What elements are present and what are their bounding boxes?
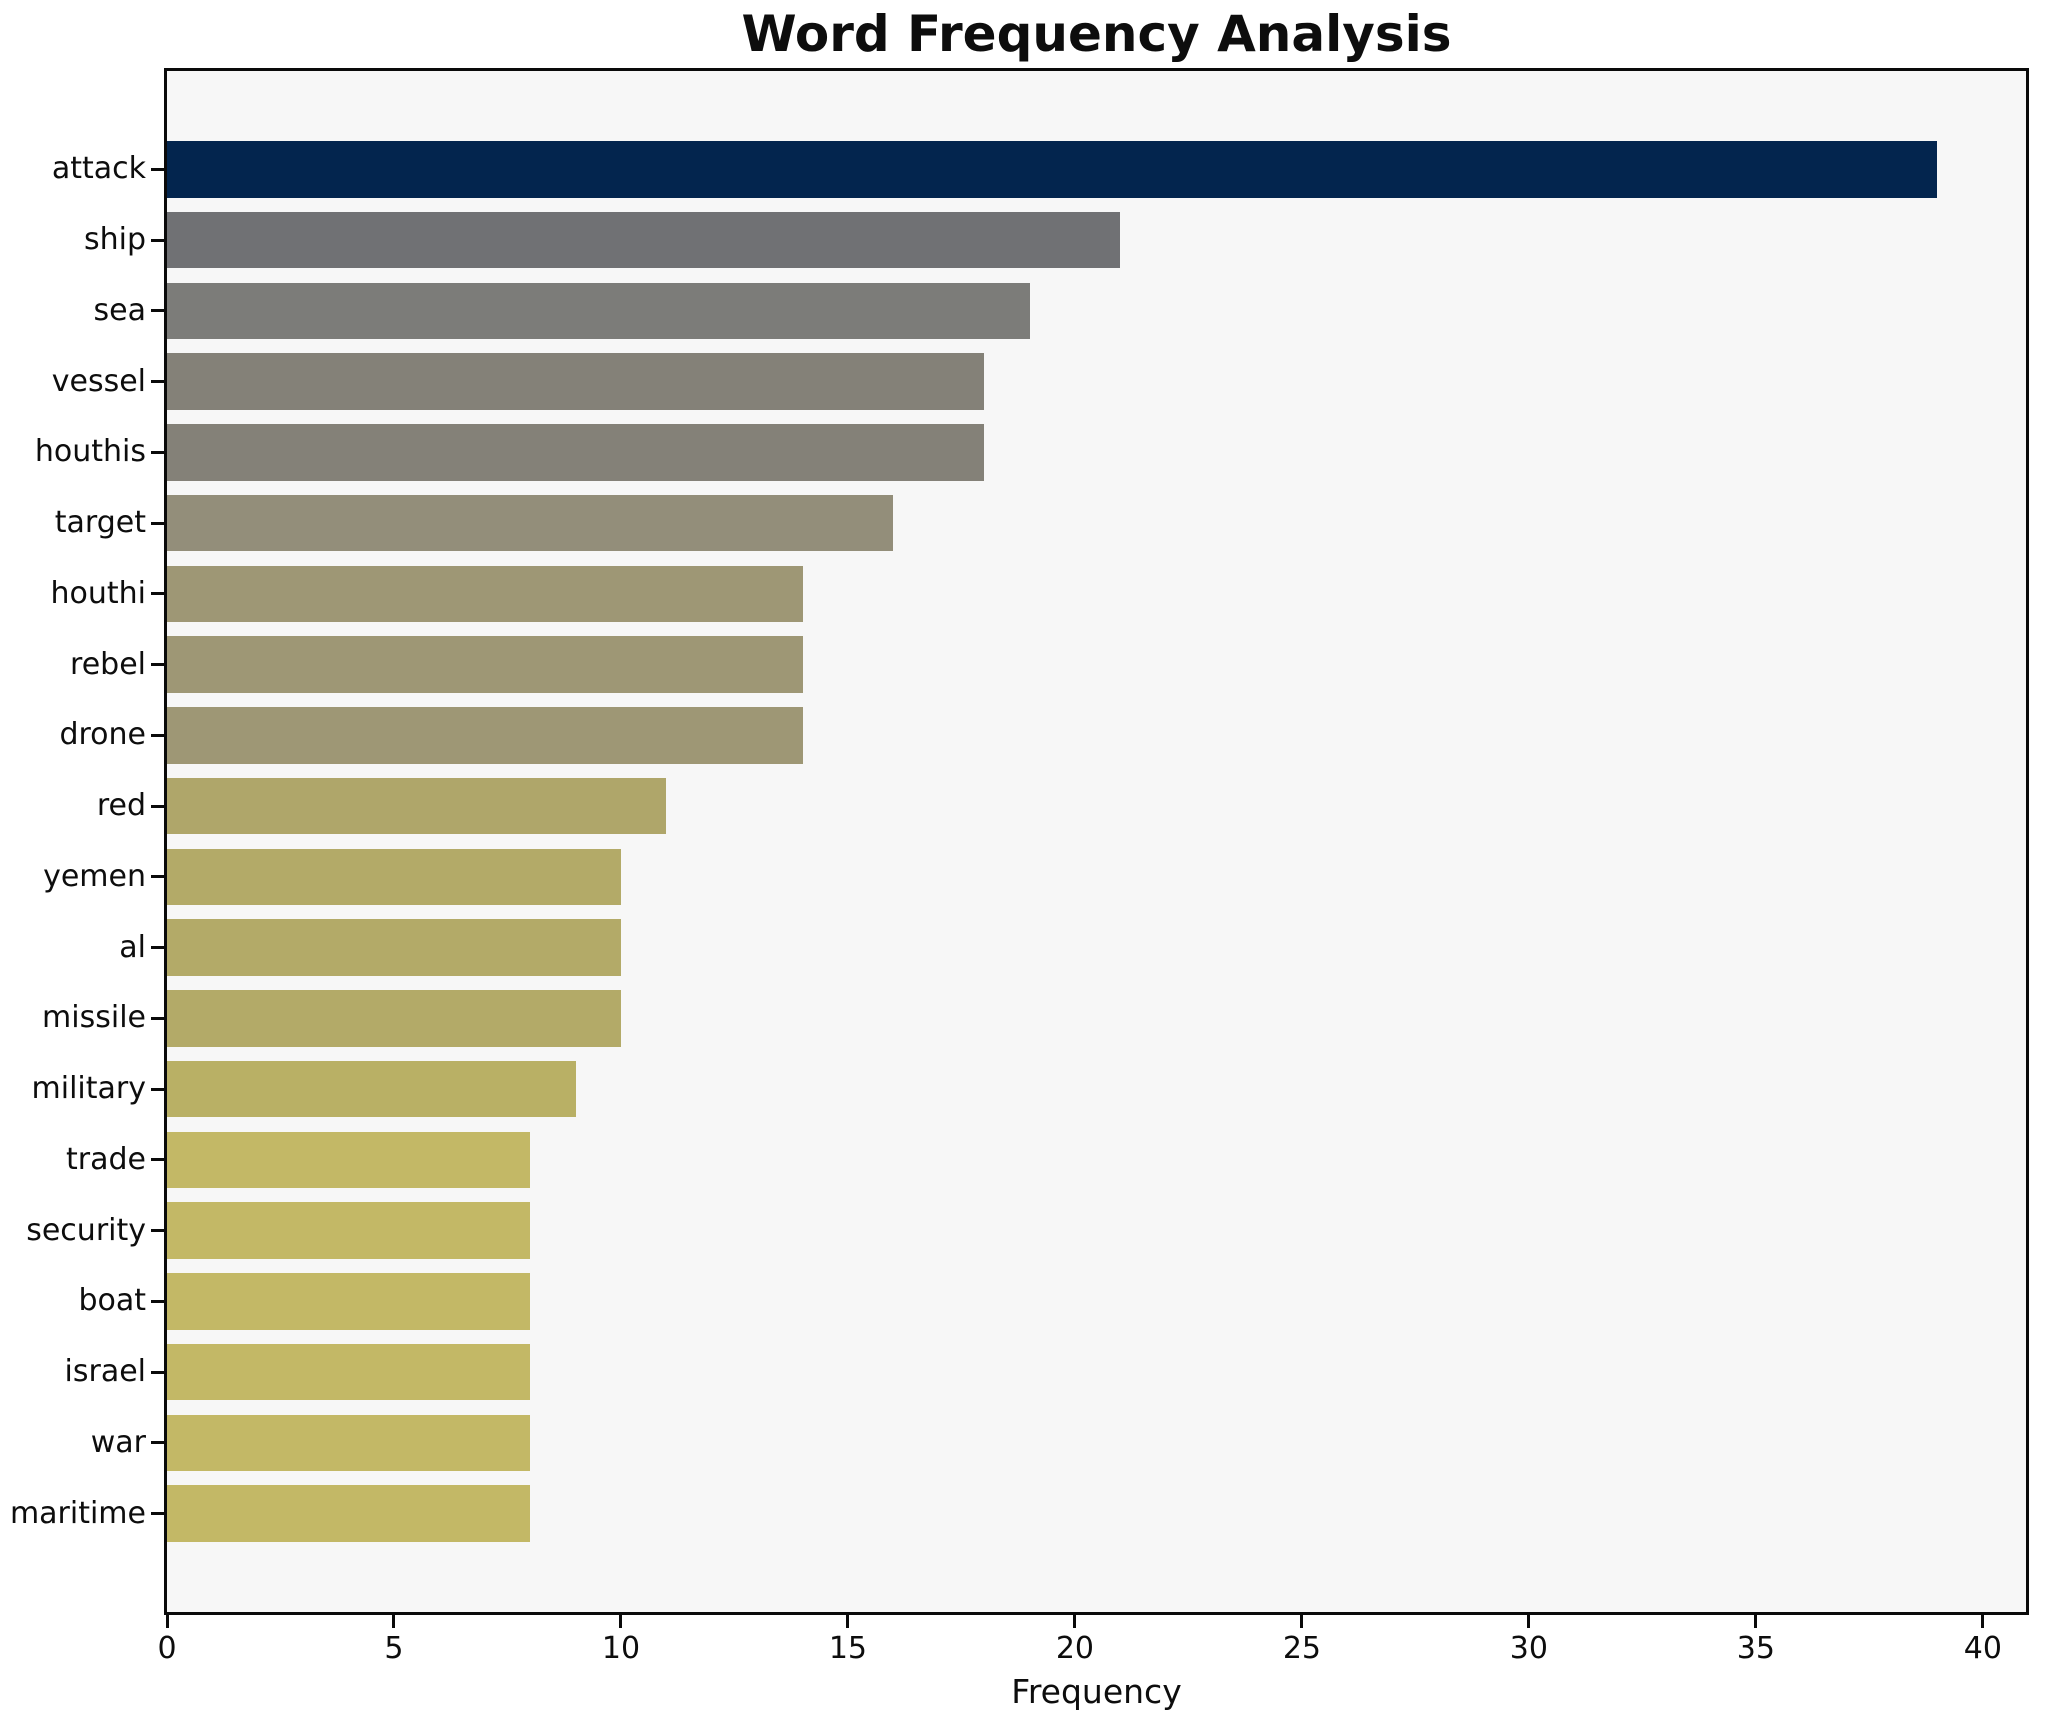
y-tick-mark-security: [151, 1229, 164, 1233]
y-tick-mark-sea: [151, 309, 164, 313]
y-tick-mark-israel: [151, 1370, 164, 1374]
y-tick-mark-boat: [151, 1299, 164, 1303]
y-tick-mark-red: [151, 804, 164, 808]
y-tick-label-houthi: houthi: [50, 575, 147, 611]
y-tick-mark-al: [151, 946, 164, 950]
y-tick-mark-yemen: [151, 875, 164, 879]
bar-target: [167, 494, 894, 552]
bar-attack: [167, 141, 1938, 198]
y-tick-label-attack: attack: [51, 151, 146, 187]
y-tick-label-target: target: [54, 505, 146, 541]
y-tick-label-sea: sea: [93, 292, 146, 328]
y-tick-label-security: security: [26, 1212, 146, 1248]
x-tick-label-5: 5: [384, 1631, 404, 1666]
bar-yemen: [167, 848, 621, 906]
y-tick-mark-attack: [151, 167, 164, 171]
y-tick-label-war: war: [90, 1424, 146, 1460]
y-tick-label-rebel: rebel: [70, 646, 146, 682]
x-tick-mark-35: [1754, 1615, 1758, 1628]
x-tick-mark-15: [846, 1615, 850, 1628]
x-tick-mark-5: [392, 1615, 396, 1628]
bar-houthis: [167, 424, 985, 481]
y-tick-mark-trade: [151, 1158, 164, 1162]
y-tick-label-israel: israel: [64, 1354, 146, 1390]
bar-security: [167, 1202, 531, 1259]
bar-maritime: [167, 1485, 531, 1542]
bar-israel: [167, 1343, 531, 1401]
bar-missile: [167, 990, 621, 1047]
bar-boat: [167, 1273, 531, 1330]
y-tick-mark-drone: [151, 733, 164, 737]
y-tick-label-yemen: yemen: [43, 858, 146, 894]
bar-rebel: [167, 636, 803, 693]
y-tick-mark-houthi: [151, 592, 164, 596]
x-tick-mark-30: [1527, 1615, 1531, 1628]
y-tick-label-boat: boat: [78, 1283, 146, 1319]
x-tick-label-35: 35: [1736, 1631, 1775, 1666]
x-tick-label-40: 40: [1963, 1631, 2002, 1666]
bar-war: [167, 1414, 531, 1472]
y-tick-mark-war: [151, 1441, 164, 1445]
x-tick-label-15: 15: [828, 1631, 868, 1666]
x-tick-mark-20: [1073, 1615, 1077, 1628]
bar-drone: [167, 707, 803, 764]
x-tick-mark-0: [165, 1615, 169, 1628]
y-tick-label-maritime: maritime: [9, 1495, 146, 1531]
bar-military: [167, 1060, 576, 1118]
y-tick-label-drone: drone: [59, 717, 146, 753]
y-tick-label-vessel: vessel: [51, 363, 146, 399]
x-tick-mark-40: [1981, 1615, 1985, 1628]
y-tick-mark-maritime: [151, 1512, 164, 1516]
x-tick-mark-25: [1300, 1615, 1304, 1628]
bar-red: [167, 777, 667, 835]
bar-houthi: [167, 565, 803, 623]
bar-ship: [167, 211, 1121, 269]
y-tick-mark-target: [151, 521, 164, 525]
y-tick-label-red: red: [96, 788, 146, 824]
y-tick-label-ship: ship: [83, 222, 146, 258]
y-tick-mark-vessel: [151, 380, 164, 384]
chart-title: Word Frequency Analysis: [741, 5, 1452, 63]
bar-vessel: [167, 353, 985, 410]
x-tick-label-30: 30: [1509, 1631, 1548, 1666]
x-tick-label-25: 25: [1282, 1631, 1321, 1666]
x-axis-label: Frequency: [1011, 1672, 1182, 1711]
y-tick-mark-houthis: [151, 450, 164, 454]
x-tick-mark-10: [619, 1615, 623, 1628]
bar-al: [167, 919, 621, 976]
y-tick-label-al: al: [119, 929, 146, 965]
bar-trade: [167, 1131, 531, 1189]
x-tick-label-0: 0: [157, 1631, 177, 1666]
y-tick-label-missile: missile: [42, 1000, 146, 1036]
x-tick-label-20: 20: [1055, 1631, 1095, 1666]
y-tick-mark-ship: [151, 238, 164, 242]
x-tick-label-10: 10: [601, 1631, 641, 1666]
y-tick-mark-missile: [151, 1016, 164, 1020]
bar-sea: [167, 282, 1030, 340]
y-tick-mark-military: [151, 1087, 164, 1091]
y-tick-mark-rebel: [151, 663, 164, 667]
y-tick-label-houthis: houthis: [34, 434, 146, 470]
y-tick-label-trade: trade: [66, 1141, 146, 1177]
y-tick-label-military: military: [31, 1071, 146, 1107]
